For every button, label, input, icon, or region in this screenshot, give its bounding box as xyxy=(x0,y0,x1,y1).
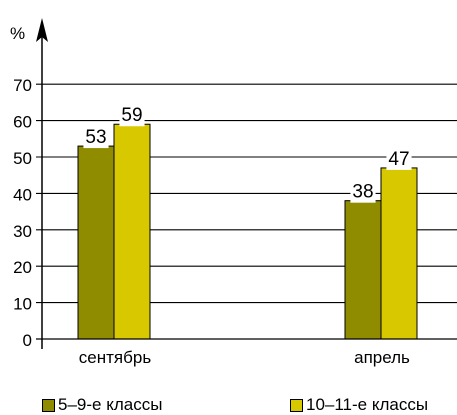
legend-item-5-9: 5–9-е классы xyxy=(42,395,163,414)
legend-item-10-11: 10–11-е классы xyxy=(290,395,429,414)
y-axis-arrow-icon xyxy=(36,18,48,42)
data-label-background-series1-2 xyxy=(350,181,376,203)
bars xyxy=(77,123,418,340)
y-tick-label-60: 60 xyxy=(13,113,32,132)
y-tick-label-30: 30 xyxy=(13,222,32,241)
bar-series1-2 xyxy=(344,200,382,340)
data-label-series2-1: 59 xyxy=(121,105,142,126)
data-label-series1-1: 53 xyxy=(85,127,106,148)
y-tick-label-20: 20 xyxy=(13,258,32,277)
data-labels: 53 38 59 47 xyxy=(83,105,412,203)
x-category-label-2: апрель xyxy=(354,348,410,367)
y-tick-label-50: 50 xyxy=(13,149,32,168)
legend-label-5-9: 5–9-е классы xyxy=(58,395,163,414)
y-tick-label-10: 10 xyxy=(13,295,32,314)
bar-series2-1 xyxy=(113,123,151,340)
y-tick-label-0: 0 xyxy=(23,331,32,350)
axes: 0 10 20 30 40 50 60 70% сентябрь апрель xyxy=(10,18,457,367)
data-label-background-series2-1 xyxy=(119,105,145,127)
data-label-series2-2: 47 xyxy=(388,149,409,170)
data-label-background-series1-1 xyxy=(83,127,109,149)
x-category-label-1: сентябрь xyxy=(79,348,152,367)
data-label-series1-2: 38 xyxy=(352,182,373,203)
y-tick-label-70: 70 xyxy=(13,76,32,95)
legend-swatch-10-11 xyxy=(290,398,303,412)
legend-label-10-11: 10–11-е классы xyxy=(306,395,429,414)
y-tick-label-40: 40 xyxy=(13,185,32,204)
legend-swatch-5-9 xyxy=(42,398,55,412)
data-label-background-series2-2 xyxy=(386,148,412,170)
bar-series2-2 xyxy=(380,167,418,340)
y-axis-unit-label: % xyxy=(10,24,25,43)
bar-series1-1 xyxy=(77,145,115,340)
